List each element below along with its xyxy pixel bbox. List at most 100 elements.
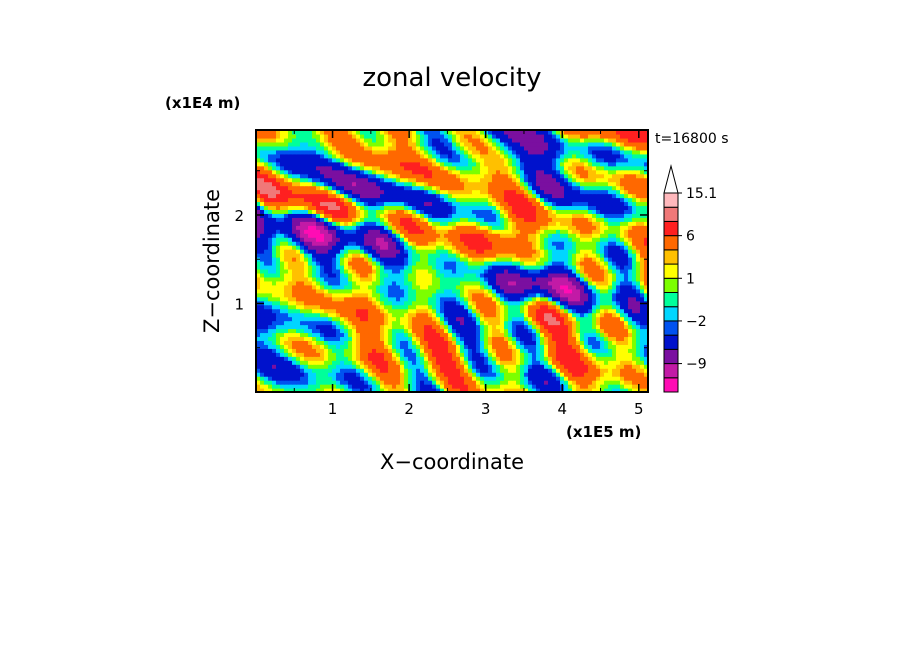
field-cell (380, 249, 385, 254)
field-cell (496, 328, 501, 334)
field-cell (328, 376, 333, 381)
field-cell (396, 356, 401, 361)
field-cell (424, 292, 429, 298)
field-cell (616, 352, 621, 357)
field-cell (452, 292, 457, 298)
field-cell (420, 312, 425, 318)
field-cell (608, 380, 613, 385)
field-cell (504, 336, 509, 341)
field-cell (636, 368, 641, 373)
plot-area (255, 129, 649, 393)
field-cell (376, 308, 381, 314)
field-cell (332, 308, 337, 314)
field-cell (484, 237, 489, 242)
field-cell (456, 264, 461, 270)
field-cell (576, 312, 581, 318)
field-cell (428, 209, 433, 214)
field-cell (344, 328, 349, 334)
field-cell (408, 316, 413, 322)
field-cell (268, 225, 273, 230)
field-cell (504, 276, 509, 282)
field-cell (372, 364, 377, 369)
field-cell (488, 324, 493, 330)
field-cell (368, 348, 373, 353)
field-cell (624, 328, 629, 334)
field-cell (608, 304, 613, 310)
field-cell (452, 304, 457, 310)
field-cell (608, 241, 613, 246)
field-cell (528, 340, 533, 345)
field-cell (320, 324, 325, 330)
field-cell (408, 356, 413, 361)
field-cell (572, 249, 577, 254)
field-cell (388, 233, 393, 238)
field-cell (576, 328, 581, 334)
field-cell (348, 261, 353, 266)
field-cell (264, 268, 269, 274)
field-cell (260, 324, 265, 330)
field-cell (464, 272, 469, 278)
field-cell (644, 272, 648, 278)
field-cell (436, 233, 441, 238)
field-cell (412, 300, 417, 306)
field-cell (284, 225, 289, 230)
field-cell (332, 221, 337, 226)
field-cell (292, 261, 297, 266)
field-cell (316, 304, 321, 310)
field-cell (588, 376, 593, 381)
field-cell (508, 372, 513, 377)
field-cell (264, 332, 269, 338)
field-cell (348, 364, 353, 369)
field-cell (304, 213, 309, 218)
field-cell (356, 324, 361, 330)
field-cell (580, 189, 585, 195)
field-cell (452, 245, 457, 250)
field-cell (552, 241, 557, 246)
field-cell (392, 388, 397, 392)
field-cell (340, 288, 345, 294)
field-cell (328, 237, 333, 242)
field-cell (328, 352, 333, 357)
field-cell (604, 189, 609, 195)
field-cell (516, 209, 521, 214)
field-cell (440, 376, 445, 381)
field-cell (380, 328, 385, 334)
field-cell (564, 193, 569, 199)
field-cell (436, 356, 441, 361)
field-cell (412, 276, 417, 282)
field-cell (584, 348, 589, 353)
field-cell (528, 332, 533, 338)
field-cell (576, 272, 581, 278)
field-cell (528, 380, 533, 385)
field-cell (300, 380, 305, 385)
field-cell (584, 380, 589, 385)
field-cell (372, 197, 377, 203)
field-cell (600, 328, 605, 334)
field-cell (564, 296, 569, 302)
field-cell (292, 364, 297, 369)
field-cell (440, 213, 445, 218)
field-cell (292, 328, 297, 334)
field-cell (324, 253, 329, 258)
field-cell (324, 217, 329, 222)
field-cell (636, 257, 641, 262)
field-cell (448, 264, 453, 270)
field-cell (396, 257, 401, 262)
field-cell (484, 328, 489, 334)
field-cell (264, 264, 269, 270)
field-cell (584, 304, 589, 310)
field-cell (596, 276, 601, 282)
field-cell (524, 261, 529, 266)
field-cell (352, 340, 357, 345)
field-cell (268, 237, 273, 242)
field-cell (448, 257, 453, 262)
field-cell (296, 205, 301, 210)
field-cell (424, 193, 429, 199)
field-cell (452, 364, 457, 369)
field-cell (508, 245, 513, 250)
field-cell (500, 280, 505, 286)
field-cell (536, 348, 541, 353)
field-cell (576, 368, 581, 373)
field-cell (344, 284, 349, 290)
field-cell (456, 308, 461, 314)
